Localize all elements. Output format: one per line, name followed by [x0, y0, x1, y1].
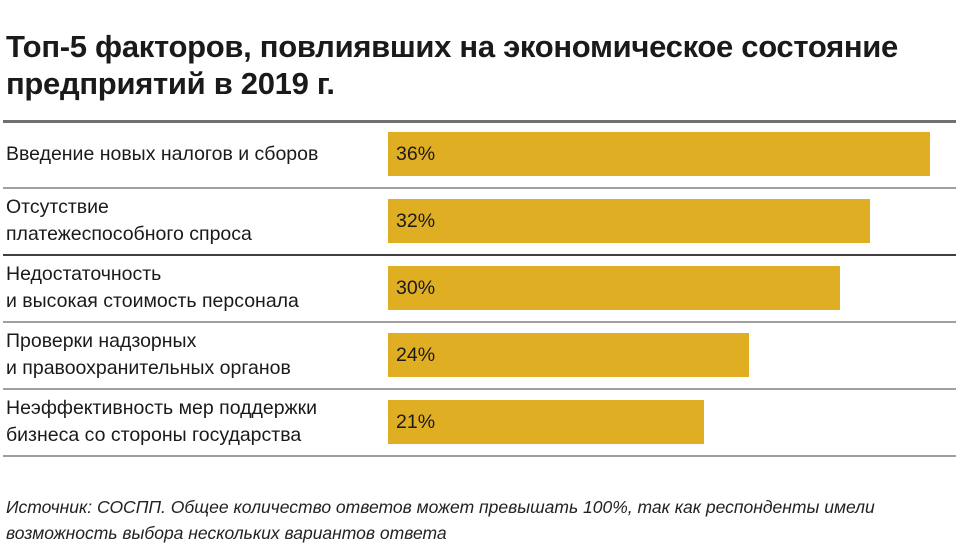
category-label: Отсутствие платежеспособного спроса: [6, 194, 252, 248]
bar: [388, 400, 705, 444]
row-divider: [3, 254, 956, 256]
category-label-line: Введение новых налогов и сборов: [6, 142, 319, 165]
bar: [388, 266, 840, 310]
category-label-line: бизнеса со стороны государства: [6, 424, 302, 446]
category-label: Недостаточность и высокая стоимость персо…: [6, 261, 299, 315]
value-label: 21%: [396, 411, 436, 433]
category-label-line: и высокая стоимость персонала: [6, 290, 299, 312]
category-label-line: Отсутствие: [6, 196, 109, 218]
bar: [388, 333, 750, 377]
value-label: 24%: [396, 344, 436, 366]
category-label-line: Недостаточность: [6, 263, 162, 285]
bar: [388, 199, 870, 243]
category-label-line: платежеспособного спроса: [6, 223, 252, 245]
category-label: Проверки надзорных и правоохранительных о…: [6, 328, 291, 382]
row-divider: [3, 187, 956, 189]
category-label-line: Неэффективность мер поддержки: [6, 397, 318, 419]
chart-title: Топ-5 факторов, повлиявших на экономичес…: [6, 29, 898, 101]
value-label: 30%: [396, 277, 436, 299]
row-divider: [3, 455, 956, 457]
category-label-line: Проверки надзорных: [6, 330, 197, 352]
value-label: 32%: [396, 210, 436, 232]
bar: [388, 132, 930, 176]
category-label-line: и правоохранительных органов: [6, 357, 291, 379]
row-divider: [3, 120, 956, 123]
source-note: Источник: СОСПП. Общее количество ответо…: [6, 497, 875, 543]
category-label: Неэффективность мер поддержки бизнеса со …: [6, 395, 317, 449]
category-label: Введение новых налогов и сборов: [6, 141, 318, 168]
row-divider: [3, 388, 956, 390]
row-divider: [3, 321, 956, 323]
value-label: 36%: [396, 143, 436, 165]
